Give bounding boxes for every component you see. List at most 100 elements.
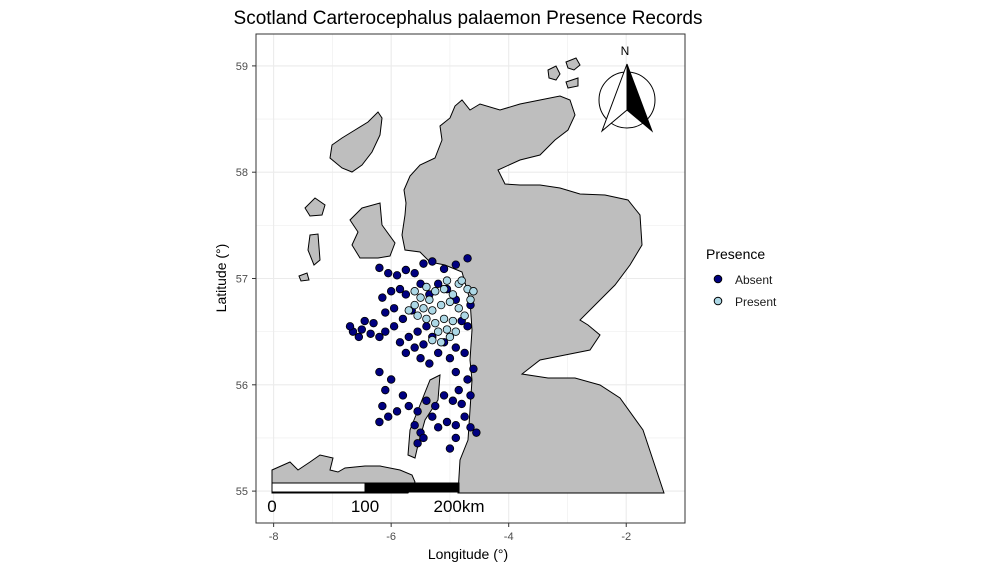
records-layer — [345, 254, 481, 453]
point-absent — [401, 290, 411, 299]
point-absent — [404, 332, 413, 342]
point-absent — [433, 423, 443, 432]
point-absent — [433, 279, 443, 289]
point-present — [460, 311, 469, 320]
point-absent — [445, 354, 455, 363]
point-absent — [392, 271, 402, 280]
point-absent — [442, 417, 452, 427]
y-axis: 55 56 57 58 59 — [236, 61, 256, 498]
point-absent — [410, 343, 419, 352]
kintyre-peninsula — [407, 374, 441, 459]
orkney-island-main — [547, 65, 561, 81]
mainland-scotland — [401, 95, 665, 494]
point-absent — [422, 322, 431, 331]
north-arrow-icon: N — [598, 44, 656, 133]
point-present — [413, 311, 422, 320]
point-absent — [466, 423, 475, 432]
point-absent — [460, 412, 469, 421]
chart-title: Scotland Carterocephalus palaemon Presen… — [234, 8, 703, 29]
point-absent — [366, 329, 375, 338]
point-present — [454, 304, 463, 313]
point-present — [442, 325, 452, 334]
plot-panel: 0 100 200km N — [255, 33, 686, 524]
x-tick-label: -8 — [269, 531, 279, 543]
point-absent — [401, 265, 411, 275]
x-axis-title: Longitude (°) — [428, 546, 508, 562]
point-present — [466, 295, 475, 304]
point-absent — [419, 259, 428, 268]
point-absent — [360, 316, 369, 326]
point-present — [425, 295, 434, 304]
scale-label-100: 100 — [351, 497, 379, 516]
point-absent — [448, 396, 458, 405]
north-label: N — [621, 44, 630, 58]
point-present — [469, 287, 478, 296]
legend-marker-present — [713, 296, 723, 306]
point-present — [416, 293, 425, 302]
skye-island — [349, 202, 396, 259]
point-absent — [451, 367, 461, 377]
point-absent — [398, 314, 408, 324]
point-absent — [451, 421, 461, 430]
point-present — [436, 338, 446, 347]
point-absent — [375, 367, 384, 377]
harris-south — [304, 197, 326, 217]
barra-island — [298, 272, 310, 282]
point-present — [439, 284, 449, 294]
point-present — [445, 332, 455, 342]
point-present — [404, 306, 413, 315]
point-absent — [433, 348, 443, 358]
point-present — [442, 276, 452, 285]
north-arrow-right-half — [626, 63, 654, 133]
point-absent — [386, 375, 396, 384]
point-absent — [428, 257, 437, 266]
point-absent — [419, 340, 428, 349]
point-absent — [469, 364, 478, 374]
point-absent — [381, 385, 390, 395]
legend-label-absent: Absent — [735, 273, 773, 287]
point-present — [410, 287, 419, 296]
point-present — [422, 314, 431, 324]
y-tick-label: 57 — [236, 274, 248, 286]
point-absent — [451, 343, 461, 352]
point-absent — [410, 421, 419, 430]
point-absent — [439, 391, 449, 400]
point-absent — [345, 322, 355, 331]
point-present — [431, 287, 440, 296]
point-absent — [413, 407, 422, 416]
point-absent — [378, 293, 387, 302]
scale-bar: 0 100 200km — [267, 482, 485, 516]
point-absent — [384, 268, 393, 278]
series-present — [404, 276, 478, 347]
x-axis: -8 -6 -4 -2 — [269, 523, 631, 543]
point-absent — [445, 444, 455, 453]
legend-title: Presence — [706, 246, 765, 262]
point-present — [410, 300, 419, 310]
point-absent — [375, 332, 384, 342]
point-absent — [431, 401, 440, 411]
point-present — [451, 327, 461, 336]
point-present — [448, 290, 458, 299]
point-absent — [428, 412, 437, 421]
point-absent — [454, 385, 463, 395]
lewis-harris-island — [329, 111, 383, 173]
uist-island — [307, 233, 321, 266]
point-present — [419, 304, 428, 313]
point-absent — [392, 407, 402, 416]
point-present — [439, 314, 449, 324]
point-absent — [357, 325, 366, 334]
point-absent — [457, 399, 466, 409]
series-absent — [345, 254, 481, 453]
point-absent — [401, 348, 411, 358]
point-absent — [425, 359, 434, 368]
point-absent — [413, 439, 422, 448]
y-tick-label: 56 — [236, 380, 248, 392]
point-absent — [395, 284, 405, 294]
point-present — [428, 306, 437, 315]
point-absent — [354, 332, 364, 342]
point-absent — [389, 322, 399, 331]
point-absent — [419, 433, 428, 443]
scale-label-0: 0 — [267, 497, 276, 516]
point-present — [433, 327, 443, 336]
